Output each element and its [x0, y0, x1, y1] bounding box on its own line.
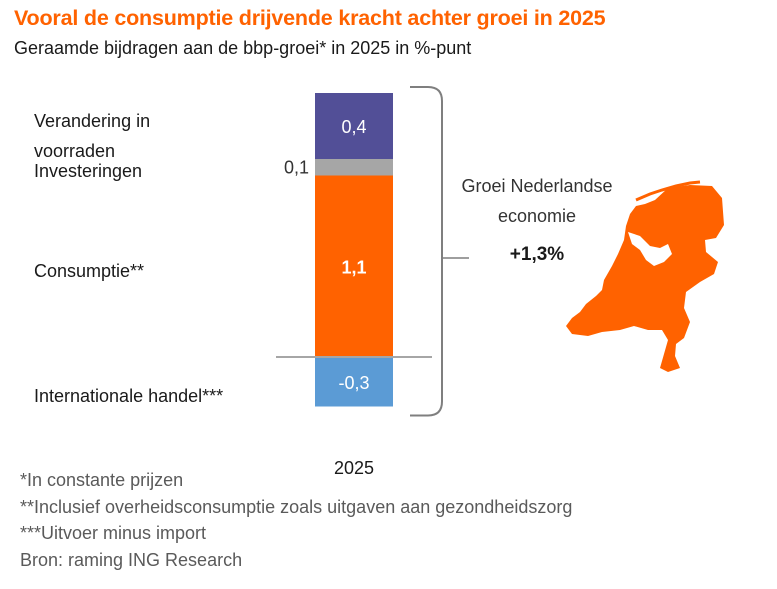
label-investeringen: Investeringen: [34, 161, 143, 181]
label-internationale-handel: Internationale handel***: [34, 386, 224, 406]
total-bracket: [410, 86, 443, 417]
footnote-2: **Inclusief overheidsconsumptie zoals ui…: [20, 497, 573, 517]
footnote-source: Bron: raming ING Research: [20, 550, 243, 570]
growth-label-line2: economie: [497, 206, 577, 226]
bar-segment-3: [315, 93, 393, 159]
netherlands-map-icon: [566, 180, 724, 372]
value-label-0: -0,3: [338, 373, 369, 393]
footnote-3: ***Uitvoer minus import: [20, 523, 207, 543]
chart-title: Vooral de consumptie drijvende kracht ac…: [14, 6, 606, 30]
label-voorraden-line2: voorraden: [34, 141, 116, 161]
label-voorraden-line1: Verandering in: [34, 111, 151, 131]
bars-group: [315, 93, 393, 407]
growth-value: +1,3%: [509, 244, 565, 265]
value-label-3: 0,4: [341, 117, 366, 137]
value-labels-group: -0,3 1,1 0,1 0,4: [284, 117, 370, 393]
value-label-2: 0,1: [284, 157, 309, 177]
value-label-1: 1,1: [341, 257, 366, 277]
chart-subtitle: Geraamde bijdragen aan de bbp-groei* in …: [14, 38, 472, 58]
bar-segment-1: [315, 175, 393, 357]
bar-segment-2: [315, 159, 393, 176]
bar-segment-0: [315, 357, 393, 407]
label-consumptie: Consumptie**: [34, 261, 145, 281]
growth-label-line1: Groei Nederlandse: [461, 176, 613, 196]
x-tick-label-2025: 2025: [334, 458, 374, 478]
footnote-1: *In constante prijzen: [20, 470, 184, 490]
